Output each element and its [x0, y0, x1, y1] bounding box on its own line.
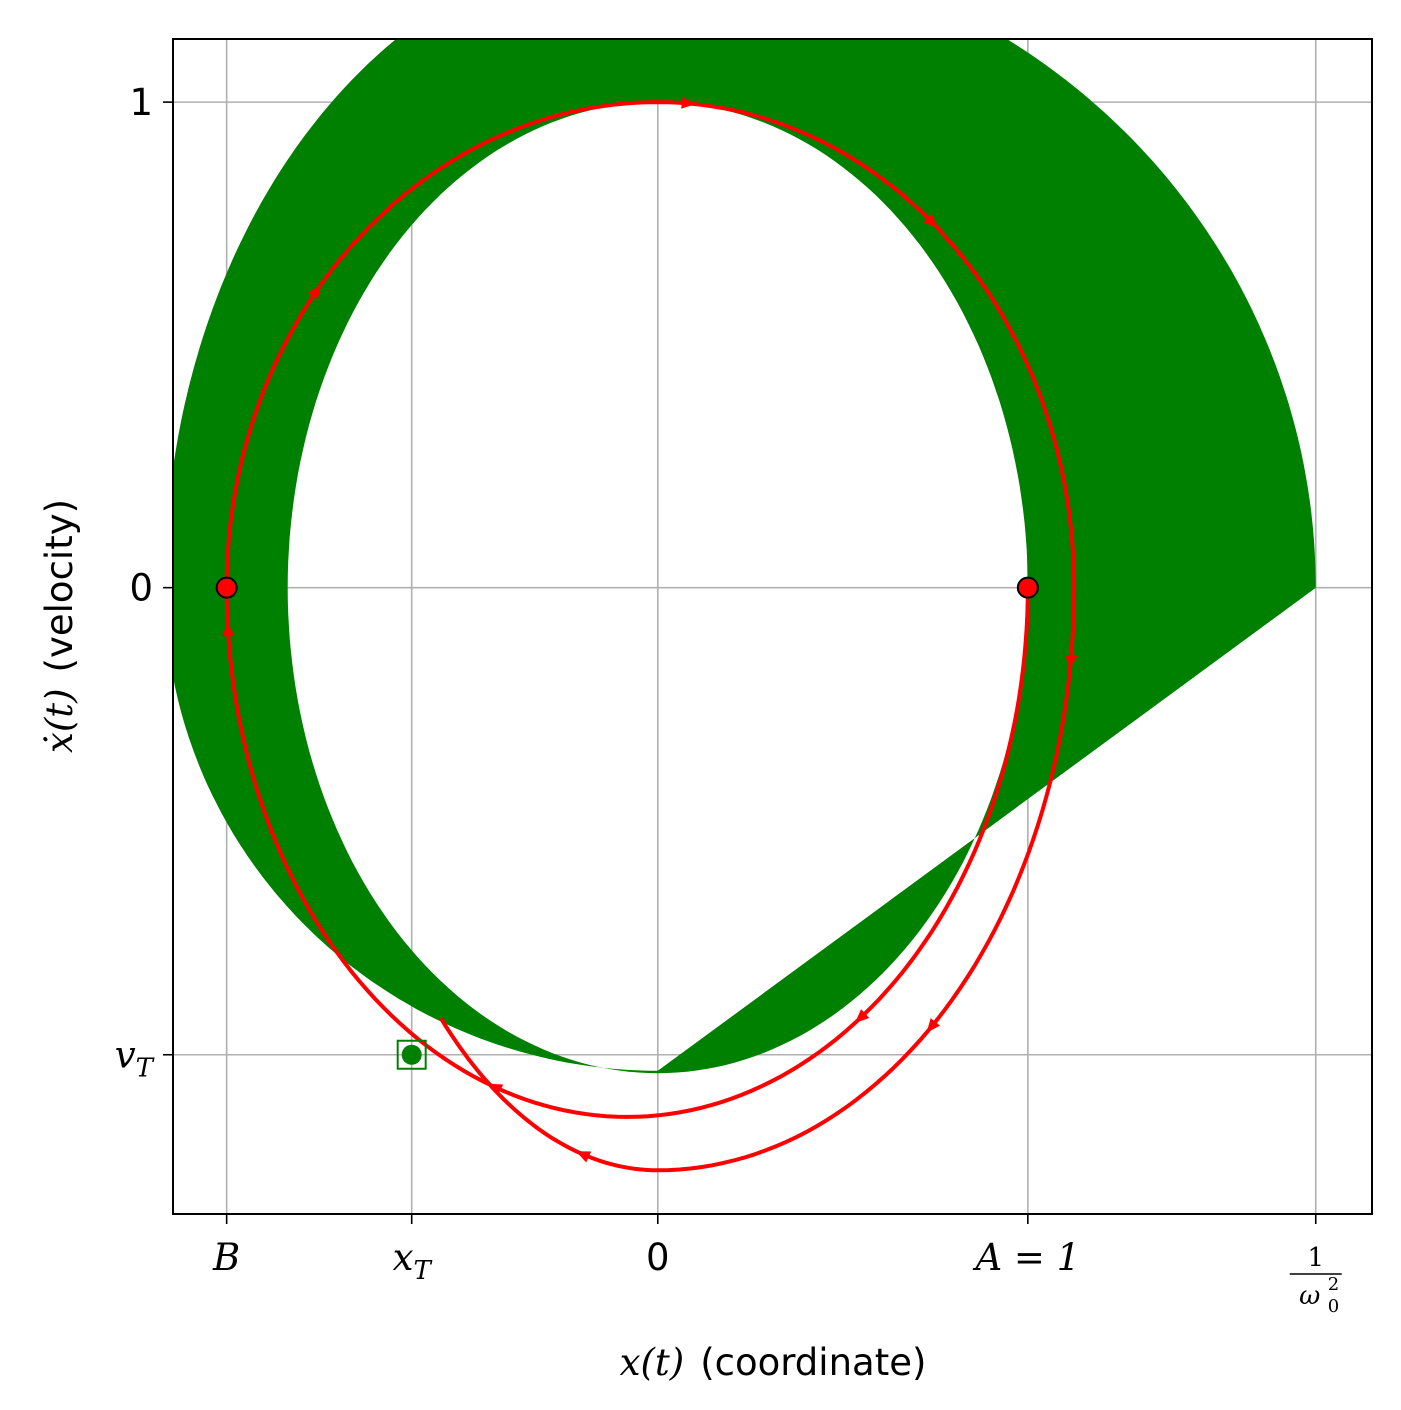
y-tick-label-2: 0: [129, 567, 153, 610]
marker-point-0: [215, 576, 238, 599]
trajectory-arrow-0: [854, 1009, 870, 1024]
y-tick-label-3: vT: [115, 1034, 155, 1084]
y-axis-title: ẋ(t) (velocity): [38, 499, 81, 753]
marker-point-1: [1016, 576, 1039, 599]
y-tick-label-1: 1: [129, 81, 153, 124]
x-tick-label-den-sub-4: 0: [1328, 1296, 1339, 1317]
trajectory-arrow-8: [575, 1151, 592, 1163]
reachable-region: [173, 39, 1316, 1074]
markers-group: [215, 576, 1039, 1070]
x-tick-label-den-4: ω: [1299, 1281, 1320, 1311]
y-axis-title-math: ẋ(t): [38, 688, 81, 753]
y-tick-label-sub-3: T: [136, 1054, 155, 1084]
x-tick-label-1: xT: [393, 1236, 433, 1286]
trajectory-arrow-2: [222, 622, 235, 637]
trajectory-arrow-5: [923, 213, 938, 228]
trajectory-arrow-1: [488, 1083, 504, 1096]
x-axis-title: x(t) (coordinate): [620, 1341, 927, 1384]
trajectory-arrow-6: [1065, 654, 1078, 670]
x-tick-label-2: 0: [646, 1236, 670, 1279]
target-square: [396, 1039, 427, 1070]
trajectory-curve: [222, 96, 1078, 1173]
x-tick-label-num-4: 1: [1307, 1243, 1324, 1273]
trajectory-arrow-3: [307, 284, 321, 300]
x-tick-label-den-sup-4: 2: [1328, 1274, 1339, 1295]
y-axis-title-text: (velocity): [38, 499, 81, 672]
target-point: [401, 1044, 422, 1065]
x-axis-title-text: (coordinate): [700, 1341, 926, 1384]
x-tick-label-3: A = 1: [972, 1236, 1080, 1279]
x-tick-label-sub-1: T: [413, 1256, 432, 1286]
trajectory-arrow-7: [926, 1018, 941, 1033]
trajectory-line: [224, 100, 1077, 1173]
plot-frame: [172, 38, 1373, 1215]
x-axis-title-math: x(t): [620, 1341, 685, 1384]
trajectory-arrow-4: [681, 96, 696, 109]
x-tick-label-0: B: [212, 1236, 240, 1279]
y-axis-ticks: 1ω010vT: [115, 81, 173, 1084]
